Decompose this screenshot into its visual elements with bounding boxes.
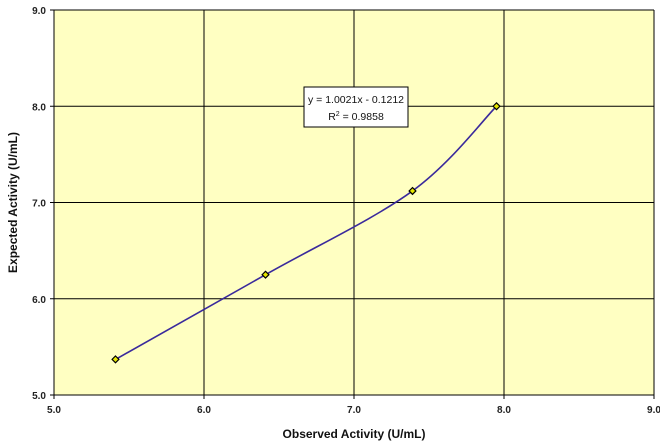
- equation-box-border: [303, 86, 409, 128]
- x-axis-ticks: 5.0 6.0 7.0 8.0 9.0: [47, 395, 660, 416]
- x-tick-label: 6.0: [197, 405, 211, 416]
- y-axis-ticks: 5.0 6.0 7.0 8.0 9.0: [32, 6, 54, 402]
- series-line: [115, 105, 498, 361]
- equation-text: y = 1.0021x - 0.1212: [308, 94, 404, 106]
- x-axis-title: Observed Activity (U/mL): [283, 427, 426, 441]
- y-tick-label: 6.0: [32, 295, 46, 306]
- data-point: [408, 186, 417, 196]
- y-tick-label: 7.0: [32, 199, 46, 210]
- data-point: [261, 270, 270, 279]
- x-tick-label: 5.0: [47, 405, 61, 416]
- trendline-equation-box: y = 1.0021x - 0.1212 R2 = 0.9858: [303, 86, 409, 128]
- r-squared-text: R2 = 0.9858: [328, 111, 384, 123]
- data-markers: [111, 102, 501, 364]
- data-point: [111, 355, 120, 364]
- y-axis-title: Expected Activity (U/mL): [6, 132, 20, 273]
- x-tick-label: 9.0: [647, 405, 660, 416]
- x-tick-label: 7.0: [347, 405, 361, 416]
- data-point: [492, 102, 501, 111]
- y-tick-label: 9.0: [32, 6, 46, 17]
- y-tick-label: 5.0: [32, 391, 46, 402]
- x-tick-label: 8.0: [497, 405, 511, 416]
- y-tick-label: 8.0: [32, 102, 46, 113]
